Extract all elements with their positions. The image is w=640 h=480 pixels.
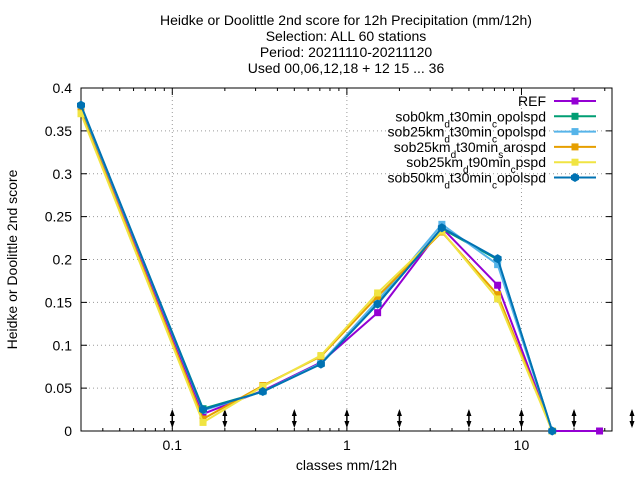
threshold-marker-arrow-up (629, 409, 635, 416)
data-point (258, 387, 267, 397)
legend: REFsob0kmdt30mincopolspdsob25kmdt30minco… (388, 93, 596, 191)
data-point (548, 426, 557, 436)
y-tick-label: 0.05 (45, 380, 72, 396)
y-tick-label: 0.15 (45, 294, 72, 310)
legend-label: sob50kmdt30mincopolspd (388, 170, 546, 192)
y-tick-label: 0 (64, 423, 72, 439)
legend-marker (571, 97, 579, 105)
legend-marker (571, 128, 579, 136)
x-tick-label: 0.1 (163, 437, 183, 453)
threshold-marker-arrow-up (291, 409, 297, 416)
threshold-marker-arrow-up (518, 409, 524, 416)
threshold-marker-arrow-down (291, 421, 297, 428)
grid (81, 88, 612, 431)
legend-label: REF (518, 93, 546, 109)
y-tick-label: 0.25 (45, 209, 72, 225)
legend-entry: sob25kmdt90mincpspd (406, 154, 596, 176)
threshold-marker-arrow-up (396, 409, 402, 416)
title-line: Heidke or Doolittle 2nd score for 12h Pr… (160, 12, 532, 28)
threshold-marker (222, 409, 228, 428)
threshold-marker (518, 409, 524, 428)
threshold-marker-arrow-down (629, 421, 635, 428)
threshold-marker (466, 409, 472, 428)
threshold-marker-arrow-up (222, 409, 228, 416)
threshold-marker (291, 409, 297, 428)
threshold-marker-arrow-down (518, 421, 524, 428)
data-point (77, 110, 85, 118)
data-point (199, 418, 207, 426)
series-line (80, 111, 554, 432)
y-axis: 0 0.05 0.1 0.15 0.2 0.25 0.3 0.35 0.4 (45, 80, 612, 439)
data-point (494, 295, 502, 303)
threshold-marker (169, 409, 175, 428)
threshold-markers (169, 409, 635, 428)
data-point (494, 291, 502, 299)
y-tick-label: 0.1 (53, 337, 73, 353)
legend-label: sob0kmdt30mincopolspd (395, 108, 546, 130)
data-point (77, 100, 85, 110)
y-tick-label: 0.2 (53, 252, 73, 268)
threshold-marker (571, 409, 577, 428)
x-axis: 0.1 1 10 (102, 88, 606, 453)
legend-entry: sob25kmdt30mincopolspd (388, 124, 596, 146)
threshold-marker-arrow-up (571, 409, 577, 416)
threshold-marker-arrow-down (466, 421, 472, 428)
x-axis-label: classes mm/12h (296, 457, 397, 473)
data-point (374, 289, 382, 297)
threshold-marker-arrow-up (169, 409, 175, 416)
legend-marker (571, 173, 579, 182)
series-layer (77, 100, 604, 436)
legend-label: sob25kmdt90mincpspd (406, 154, 546, 176)
legend-entry: sob25kmdt30minsarospd (394, 139, 596, 161)
x-tick-label: 10 (514, 437, 530, 453)
legend-marker (571, 143, 579, 151)
data-point (373, 299, 382, 309)
y-tick-label: 0.4 (53, 80, 73, 96)
title-line: Used 00,06,12,18 + 12 15 ... 36 (248, 60, 445, 76)
data-point (317, 352, 325, 360)
legend-marker (571, 158, 579, 166)
legend-marker (571, 112, 579, 120)
threshold-marker-arrow-down (571, 421, 577, 428)
threshold-marker-arrow-down (222, 421, 228, 428)
data-point (259, 382, 267, 390)
data-point (493, 254, 502, 264)
y-tick-label: 0.3 (53, 166, 73, 182)
title-line: Selection: ALL 60 stations (266, 28, 427, 44)
legend-label: sob25kmdt30mincopolspd (388, 124, 546, 146)
legend-entry: REF (518, 93, 596, 109)
threshold-marker-arrow-down (344, 421, 350, 428)
x-tick-label: 1 (343, 437, 351, 453)
series-line (80, 104, 554, 432)
y-axis-label: Heidke or Doolittle 2nd score (4, 169, 20, 349)
data-point (437, 223, 446, 233)
legend-entry: sob50kmdt30mincopolspd (388, 170, 596, 192)
chart-title: Heidke or Doolittle 2nd score for 12h Pr… (160, 12, 532, 76)
data-point (374, 309, 382, 317)
threshold-marker-arrow-up (466, 409, 472, 416)
threshold-marker (344, 409, 350, 428)
data-point (596, 427, 604, 435)
threshold-marker (396, 409, 402, 428)
data-point (316, 359, 325, 369)
data-point (494, 261, 502, 269)
data-point (494, 281, 502, 289)
title-line: Period: 20211110-20211120 (260, 44, 433, 60)
legend-label: sob25kmdt30minsarospd (394, 139, 546, 161)
legend-entry: sob0kmdt30mincopolspd (395, 108, 596, 130)
y-tick-label: 0.35 (45, 123, 72, 139)
threshold-marker-arrow-up (344, 409, 350, 416)
series-5 (77, 100, 557, 436)
series-line (80, 113, 554, 432)
threshold-marker-arrow-down (169, 421, 175, 428)
threshold-marker-arrow-down (396, 421, 402, 428)
threshold-marker (629, 409, 635, 428)
data-point (199, 405, 208, 415)
